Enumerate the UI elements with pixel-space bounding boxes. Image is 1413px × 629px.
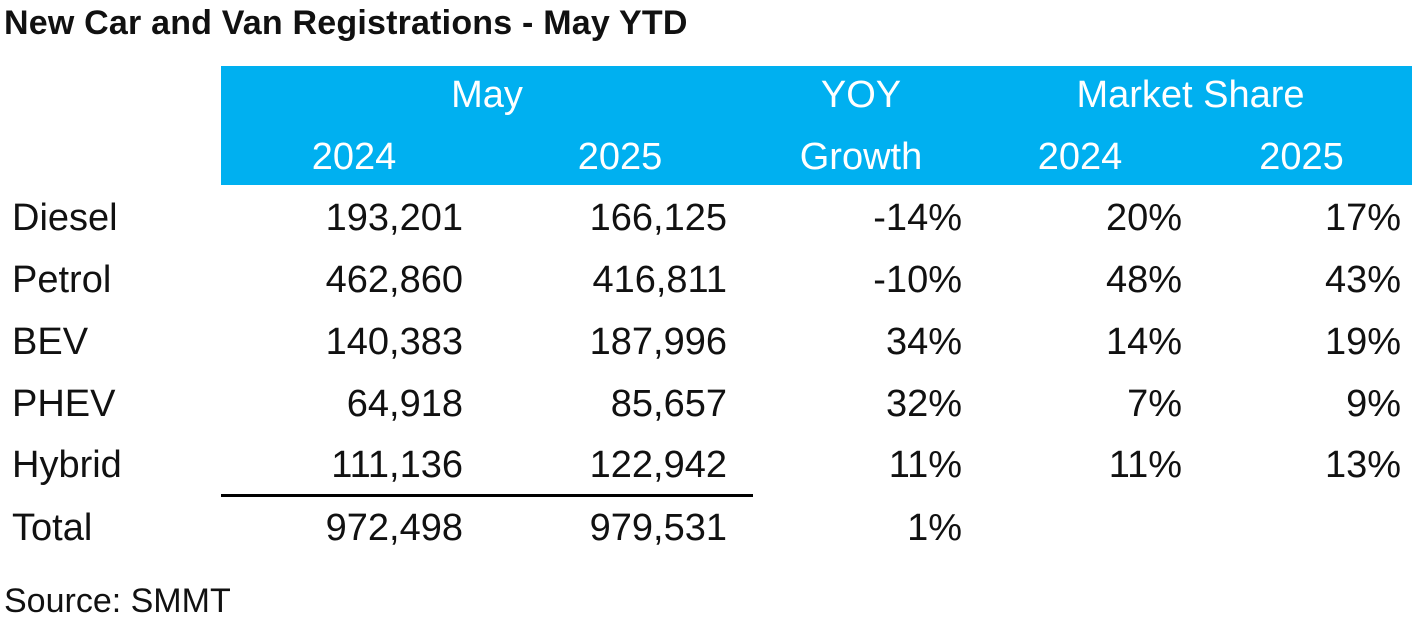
phev-may-2025: 85,657 [610,383,727,425]
hybrid-share-2025: 13% [1324,444,1401,486]
table-title: New Car and Van Registrations - May YTD [4,4,688,42]
header-yoy-growth: Growth [799,136,923,178]
bev-may-2024: 140,383 [325,321,463,363]
diesel-share-2025: 17% [1324,197,1401,239]
row-label-total: Total [12,507,93,549]
total-may-2024: 972,498 [325,507,463,549]
total-divider [221,494,753,497]
source-note: Source: SMMT [4,582,231,620]
header-yoy: YOY [820,74,902,116]
petrol-share-2025: 43% [1324,259,1401,301]
header-band [221,66,1412,185]
row-label-bev: BEV [12,321,89,363]
row-label-hybrid: Hybrid [12,444,122,486]
bev-yoy: 34% [885,321,962,363]
phev-share-2024: 7% [1127,383,1182,425]
hybrid-may-2025: 122,942 [589,444,727,486]
petrol-may-2024: 462,860 [325,259,463,301]
header-may: May [451,74,523,116]
petrol-share-2024: 48% [1105,259,1182,301]
bev-share-2025: 19% [1324,321,1401,363]
header-may-2024: 2024 [311,136,397,178]
header-share-2024: 2024 [1037,136,1123,178]
phev-share-2025: 9% [1346,383,1401,425]
total-may-2025: 979,531 [589,507,727,549]
header-may-2025: 2025 [577,136,663,178]
row-label-diesel: Diesel [12,197,118,239]
phev-may-2024: 64,918 [346,383,463,425]
diesel-share-2024: 20% [1105,197,1182,239]
hybrid-share-2024: 11% [1108,444,1182,486]
petrol-may-2025: 416,811 [592,259,727,301]
petrol-yoy: -10% [873,259,962,301]
diesel-yoy: -14% [873,197,962,239]
total-yoy: 1% [907,507,962,549]
header-share-2025: 2025 [1259,136,1344,178]
hybrid-may-2024: 111,136 [331,444,463,486]
header-market-share: Market Share [1076,74,1305,116]
hybrid-yoy: 11% [888,444,962,486]
row-label-petrol: Petrol [12,259,112,301]
bev-share-2024: 14% [1105,321,1182,363]
diesel-may-2025: 166,125 [589,197,727,239]
diesel-may-2024: 193,201 [325,197,463,239]
phev-yoy: 32% [885,383,962,425]
row-label-phev: PHEV [12,383,116,425]
bev-may-2025: 187,996 [589,321,727,363]
